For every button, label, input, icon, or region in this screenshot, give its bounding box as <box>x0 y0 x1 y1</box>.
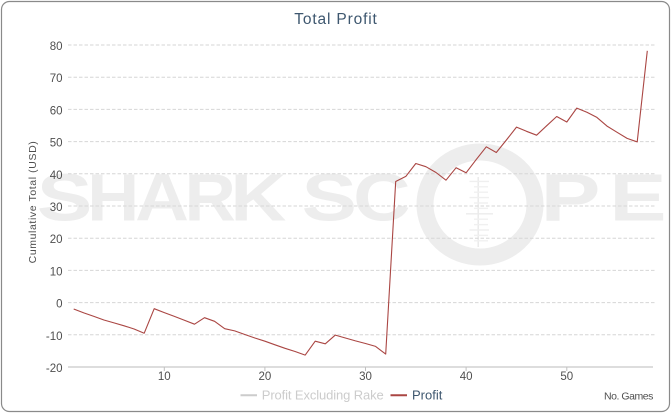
svg-text:P: P <box>541 161 601 236</box>
svg-text:No. Games: No. Games <box>604 391 653 403</box>
svg-text:C: C <box>353 161 410 236</box>
svg-text:Profit: Profit <box>412 388 443 403</box>
svg-text:-20: -20 <box>46 363 63 375</box>
svg-text:Cumulative Total (USD): Cumulative Total (USD) <box>27 141 39 264</box>
svg-text:K: K <box>231 161 287 236</box>
svg-text:R: R <box>185 161 236 236</box>
svg-text:80: 80 <box>50 41 63 53</box>
svg-text:10: 10 <box>50 266 63 278</box>
svg-text:20: 20 <box>259 371 272 383</box>
svg-text:60: 60 <box>50 105 63 117</box>
svg-text:Total Profit: Total Profit <box>294 11 377 28</box>
svg-text:S: S <box>302 161 357 236</box>
svg-text:-10: -10 <box>46 331 63 343</box>
svg-text:S: S <box>37 161 93 236</box>
svg-text:Profit Excluding Rake: Profit Excluding Rake <box>262 388 384 403</box>
svg-text:40: 40 <box>460 371 473 383</box>
svg-text:70: 70 <box>50 73 63 85</box>
svg-text:30: 30 <box>50 202 63 214</box>
svg-text:E: E <box>610 161 667 236</box>
svg-text:H: H <box>87 161 139 236</box>
svg-text:30: 30 <box>359 371 372 383</box>
svg-text:0: 0 <box>56 299 62 311</box>
svg-text:50: 50 <box>560 371 573 383</box>
svg-text:50: 50 <box>50 138 63 150</box>
svg-text:10: 10 <box>158 371 171 383</box>
svg-text:A: A <box>135 161 189 236</box>
svg-text:40: 40 <box>50 170 63 182</box>
svg-text:20: 20 <box>50 234 63 246</box>
